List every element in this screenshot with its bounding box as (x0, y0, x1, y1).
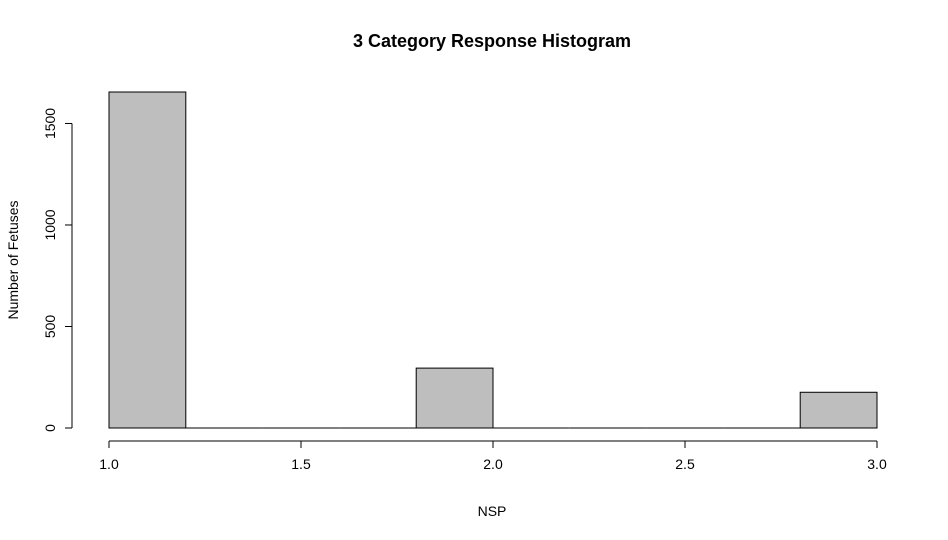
x-tick-label-3: 2.5 (675, 456, 695, 472)
y-tick-label-3: 1500 (42, 108, 58, 139)
x-tick-label-0: 1.0 (99, 456, 119, 472)
x-axis-label: NSP (478, 503, 507, 519)
y-tick-label-2: 1000 (42, 209, 58, 240)
x-axis: 1.0 1.5 2.0 2.5 3.0 (99, 440, 887, 472)
histogram-bar-9 (799, 391, 878, 429)
y-tick-label-0: 0 (42, 424, 58, 432)
y-axis-label: Number of Fetuses (5, 200, 21, 319)
bars-group (108, 91, 878, 429)
x-tick-label-2: 2.0 (483, 456, 503, 472)
y-axis: 0 500 1000 1500 (42, 108, 73, 432)
x-tick-label-4: 3.0 (867, 456, 887, 472)
y-tick-label-1: 500 (42, 315, 58, 339)
x-tick-label-1: 1.5 (291, 456, 311, 472)
histogram-bar-4 (415, 367, 494, 429)
chart-title: 3 Category Response Histogram (353, 31, 631, 51)
histogram-bar-0 (108, 91, 187, 429)
